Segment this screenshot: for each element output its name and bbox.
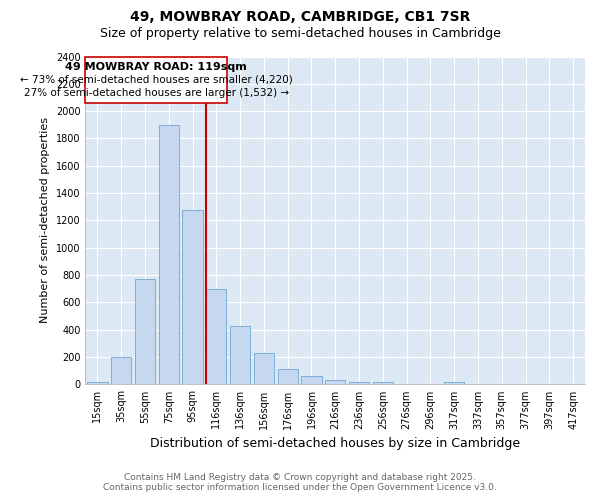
Bar	[182, 210, 203, 384]
Text: 49 MOWBRAY ROAD: 119sqm: 49 MOWBRAY ROAD: 119sqm	[65, 62, 247, 72]
Bar	[349, 382, 369, 384]
Text: Size of property relative to semi-detached houses in Cambridge: Size of property relative to semi-detach…	[100, 28, 500, 40]
Text: ← 73% of semi-detached houses are smaller (4,220): ← 73% of semi-detached houses are smalle…	[20, 74, 293, 85]
Bar	[373, 382, 393, 384]
Bar	[444, 382, 464, 384]
Bar	[87, 382, 107, 384]
Bar	[254, 353, 274, 384]
X-axis label: Distribution of semi-detached houses by size in Cambridge: Distribution of semi-detached houses by …	[150, 437, 520, 450]
Y-axis label: Number of semi-detached properties: Number of semi-detached properties	[40, 118, 50, 324]
Text: 27% of semi-detached houses are larger (1,532) →: 27% of semi-detached houses are larger (…	[23, 88, 289, 98]
Bar	[206, 289, 226, 384]
Text: Contains HM Land Registry data © Crown copyright and database right 2025.
Contai: Contains HM Land Registry data © Crown c…	[103, 473, 497, 492]
Bar	[278, 370, 298, 384]
Bar	[158, 125, 179, 384]
Bar	[301, 376, 322, 384]
Bar	[230, 326, 250, 384]
Text: 49, MOWBRAY ROAD, CAMBRIDGE, CB1 7SR: 49, MOWBRAY ROAD, CAMBRIDGE, CB1 7SR	[130, 10, 470, 24]
Bar	[325, 380, 346, 384]
Bar	[111, 357, 131, 384]
Bar	[85, 56, 227, 103]
Bar	[135, 279, 155, 384]
